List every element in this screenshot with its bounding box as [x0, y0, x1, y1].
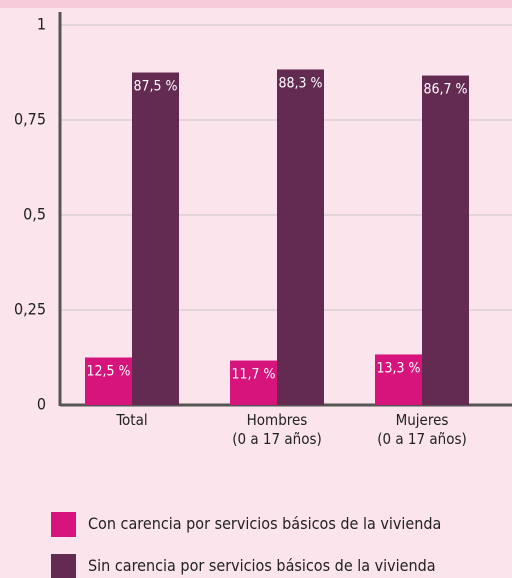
y-tick-label: 0,25 [14, 300, 46, 319]
bar [132, 72, 179, 405]
y-tick-label: 0 [37, 395, 46, 414]
x-tick-label: Total [116, 411, 148, 429]
bar [85, 357, 132, 405]
top-strip [0, 0, 512, 8]
value-label: 11,7 % [231, 367, 275, 383]
value-label: 86,7 % [423, 82, 467, 98]
y-tick-label: 0,75 [14, 110, 46, 129]
value-label: 13,3 % [376, 360, 420, 376]
value-label: 88,3 % [278, 75, 322, 91]
legend-label: Sin carencia por servicios básicos de la… [88, 556, 436, 575]
y-tick-label: 0,5 [23, 205, 46, 224]
legend-swatch [51, 512, 76, 537]
bar [422, 75, 469, 405]
bar [230, 360, 277, 405]
x-tick-label: Hombres (0 a 17 años) [232, 411, 322, 448]
x-tick-label: Mujeres (0 a 17 años) [377, 411, 467, 448]
legend-swatch [51, 554, 76, 578]
y-tick-label: 1 [37, 15, 46, 34]
bar [277, 69, 324, 406]
legend-label: Con carencia por servicios básicos de la… [88, 514, 442, 533]
value-label: 12,5 % [86, 364, 130, 380]
bar [375, 354, 422, 405]
value-label: 87,5 % [133, 79, 177, 95]
